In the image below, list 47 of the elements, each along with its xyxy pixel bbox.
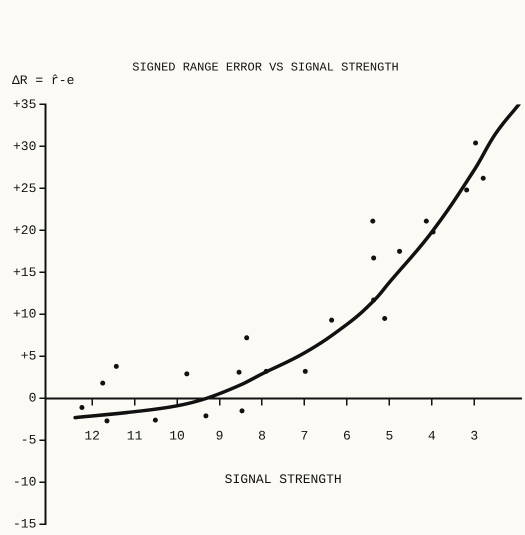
point: [184, 371, 190, 376]
y-tick-label: -15: [13, 516, 36, 532]
y-tick-label: +35: [13, 96, 36, 112]
y-tick-label: +30: [13, 138, 36, 154]
point: [264, 368, 269, 374]
y-tick-label: +5: [20, 348, 36, 364]
point: [371, 298, 376, 303]
y-tick-label: -5: [20, 432, 36, 448]
x-tick-label: 12: [84, 428, 100, 444]
point: [236, 370, 242, 375]
point: [329, 318, 334, 323]
point: [152, 418, 158, 423]
y-axis-title: ΔR = r̂-e: [12, 72, 74, 88]
x-tick-label: 5: [385, 428, 394, 444]
point: [371, 256, 376, 261]
point: [370, 218, 376, 224]
x-tick-label: 6: [342, 428, 351, 444]
x-tick-label: 8: [258, 428, 266, 444]
y-tick-label: -10: [13, 474, 36, 490]
y-tick-label: +10: [13, 306, 36, 322]
y-tick-label: +25: [13, 180, 36, 196]
point: [424, 218, 429, 224]
point: [382, 316, 388, 321]
y-tick-label: +15: [13, 264, 36, 280]
point: [79, 404, 84, 410]
point: [430, 230, 436, 235]
point: [480, 176, 486, 181]
x-tick-label: 3: [470, 428, 478, 444]
x-tick-label: 10: [169, 428, 185, 444]
x-tick-label: 7: [300, 428, 308, 444]
x-axis-title: SIGNAL STRENGTH: [224, 472, 342, 488]
chart-title: SIGNED RANGE ERROR VS SIGNAL STRENGTH: [132, 60, 399, 74]
point: [240, 408, 245, 414]
point: [302, 368, 308, 374]
y-tick-label: 0: [28, 390, 36, 406]
x-tick-label: 9: [216, 428, 224, 444]
point: [114, 364, 119, 369]
point: [473, 140, 478, 146]
y-tick-label: +20: [13, 222, 36, 238]
x-tick-label: 11: [126, 428, 143, 444]
point: [397, 248, 402, 254]
point: [464, 188, 470, 193]
x-tick-label: 4: [428, 428, 436, 444]
point: [104, 418, 110, 424]
point: [203, 413, 208, 418]
point: [244, 335, 250, 340]
point: [100, 380, 106, 386]
